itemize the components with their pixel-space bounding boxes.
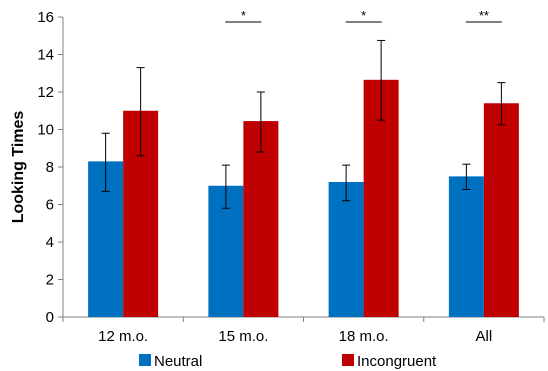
y-axis-label: Looking Times xyxy=(10,111,27,224)
significance-marker: * xyxy=(361,8,366,23)
legend-label-neutral: Neutral xyxy=(154,353,202,370)
significance-marker: ** xyxy=(479,8,489,23)
x-tick-label: 15 m.o. xyxy=(218,328,268,345)
x-tick-label: 12 m.o. xyxy=(98,328,148,345)
y-tick-label: 8 xyxy=(46,159,54,176)
legend-label-incongruent: Incongruent xyxy=(357,353,437,370)
y-tick-label: 0 xyxy=(46,309,54,326)
x-tick-label: All xyxy=(476,328,493,345)
bar-neutral-3 xyxy=(448,176,484,317)
bar-incongruent-3 xyxy=(483,103,519,317)
y-tick-label: 6 xyxy=(46,197,54,214)
y-tick-label: 12 xyxy=(37,84,54,101)
y-tick-label: 16 xyxy=(37,9,54,26)
x-tick-label: 18 m.o. xyxy=(339,328,389,345)
y-tick-label: 14 xyxy=(37,47,54,64)
legend-swatch-neutral xyxy=(139,354,151,366)
bar-neutral-2 xyxy=(328,182,364,317)
y-tick-label: 4 xyxy=(46,234,54,251)
plot-area: 0 2 4 6 8 10 12 14 16 12 m.o. 15 m.o. * 18 m.o. * All *… xyxy=(37,8,545,345)
significance-marker: * xyxy=(241,8,246,23)
bar-incongruent-1 xyxy=(243,121,279,317)
legend-swatch-incongruent xyxy=(342,354,354,366)
legend: Neutral Incongruent xyxy=(139,353,437,370)
y-tick-label: 10 xyxy=(37,122,54,139)
y-tick-label: 2 xyxy=(46,272,54,289)
